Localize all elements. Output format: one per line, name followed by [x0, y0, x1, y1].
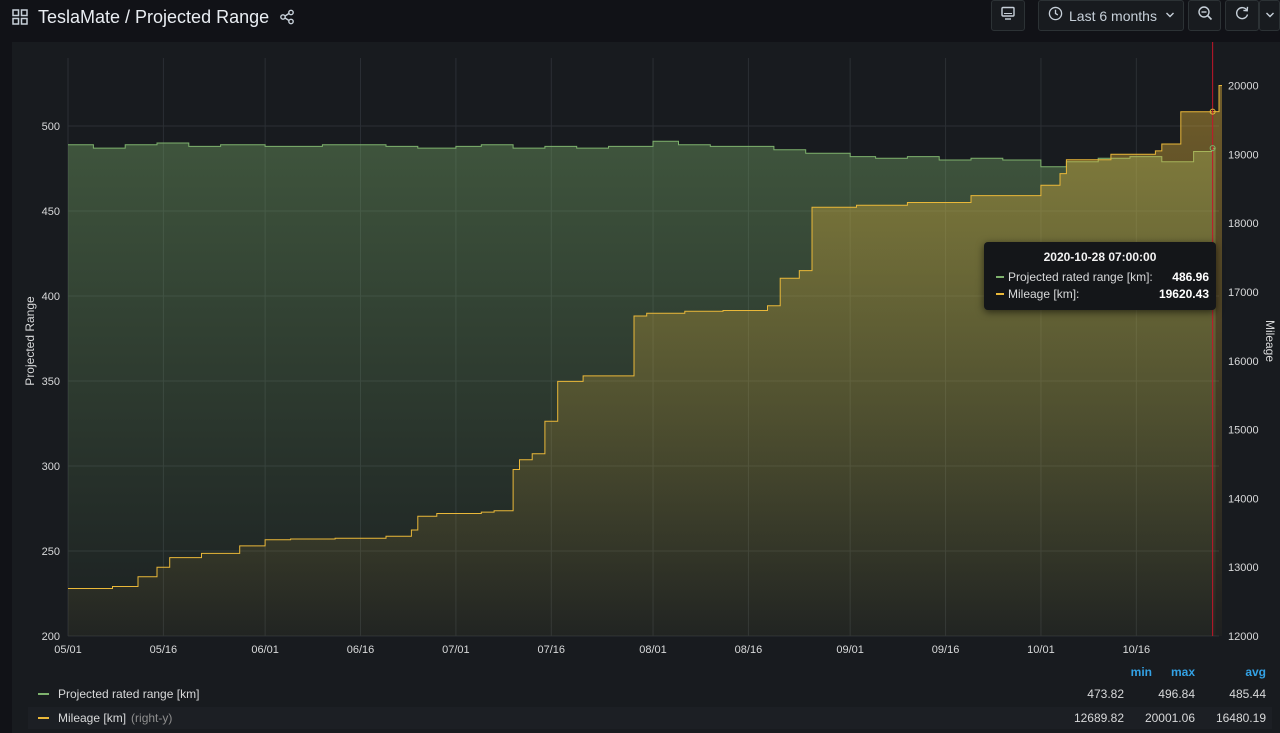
legend-min-value: 12689.82 [1073, 711, 1124, 725]
y-tick-label-right: 19000 [1228, 149, 1259, 161]
tooltip-series-name: Projected rated range [km]: [1008, 270, 1153, 284]
y-tick-label-left: 300 [42, 461, 60, 473]
legend-avg-value: 16480.19 [1215, 711, 1266, 725]
legend-row-range[interactable]: Projected rated range [km] 473.82 496.84… [28, 683, 1272, 705]
y-tick-label-right: 12000 [1228, 631, 1259, 643]
tv-mode-button[interactable] [991, 0, 1025, 31]
dashboard-navbar: TeslaMate / Projected Range [0, 0, 1280, 40]
x-tick-label: 08/01 [639, 644, 667, 656]
series-line [68, 85, 1222, 589]
y-tick-label-right: 15000 [1228, 425, 1259, 437]
dashboard-title[interactable]: TeslaMate / Projected Range [38, 6, 270, 27]
legend-max-value: 496.84 [1158, 687, 1195, 701]
grid-icon[interactable] [12, 9, 28, 25]
x-tick-label: 10/01 [1027, 644, 1055, 656]
tooltip-time: 2020-10-28 07:00:00 [1043, 250, 1157, 264]
legend-header-avg[interactable]: avg [1245, 665, 1266, 679]
y-tick-label-right: 20000 [1228, 81, 1259, 93]
refresh-button[interactable] [1225, 0, 1259, 31]
legend-row-mileage[interactable]: Mileage [km] (right-y) 12689.82 20001.06… [28, 707, 1272, 729]
title-area: TeslaMate / Projected Range [12, 4, 295, 30]
legend-avg-value: 485.44 [1229, 687, 1266, 701]
y-tick-label-left: 200 [42, 631, 60, 643]
y-axis-label-right: Mileage [1263, 320, 1277, 362]
series-swatch [996, 293, 1004, 295]
y-tick-label-right: 13000 [1228, 562, 1259, 574]
x-tick-label: 06/01 [251, 644, 279, 656]
y-tick-label-right: 16000 [1228, 356, 1259, 368]
time-range-label: Last 6 months [1069, 7, 1157, 24]
series-area [68, 85, 1222, 636]
x-tick-label: 08/16 [735, 644, 763, 656]
legend-series-name[interactable]: Mileage [km] [58, 711, 127, 725]
legend-header-min[interactable]: min [1130, 665, 1152, 679]
y-tick-label-right: 18000 [1228, 218, 1259, 230]
x-tick-label: 10/16 [1123, 644, 1151, 656]
legend-swatch[interactable] [38, 717, 49, 719]
x-tick-label: 05/16 [150, 644, 178, 656]
y-tick-label-right: 17000 [1228, 287, 1259, 299]
hover-point [1209, 145, 1216, 152]
chart-axes: 200 250 300 350 400 450 500 12000 13000 14000 1500… [42, 81, 1259, 656]
legend-min-value: 473.82 [1087, 687, 1124, 701]
y-tick-label-left: 350 [42, 376, 60, 388]
tooltip-series-name: Mileage [km]: [1008, 287, 1080, 301]
y-tick-label-left: 400 [42, 291, 60, 303]
chevron-down-icon [1165, 7, 1175, 25]
legend-series-axis: (right-y) [131, 711, 173, 725]
refresh-icon [1234, 5, 1250, 26]
hover-point [1209, 108, 1216, 115]
y-tick-label-left: 250 [42, 546, 60, 558]
tooltip-series-value: 486.96 [1172, 270, 1209, 284]
tooltip-series-value: 19620.43 [1158, 287, 1209, 301]
x-tick-label: 09/16 [932, 644, 960, 656]
tooltip-row: Projected rated range [km]: 486.96 [996, 269, 1209, 285]
legend-header-max[interactable]: max [1170, 665, 1195, 679]
y-tick-label-left: 500 [42, 121, 60, 133]
graph-tooltip: 2020-10-28 07:00:00 Projected rated rang… [984, 242, 1216, 310]
y-tick-label-left: 450 [42, 206, 60, 218]
x-tick-label: 05/01 [54, 644, 82, 656]
x-tick-label: 07/01 [442, 644, 470, 656]
zoom-out-button[interactable] [1188, 0, 1221, 31]
clock-icon [1048, 6, 1063, 26]
x-tick-label: 06/16 [347, 644, 375, 656]
chart-series [68, 42, 1222, 637]
monitor-icon [1000, 5, 1016, 26]
x-tick-label: 09/01 [836, 644, 864, 656]
legend-max-value: 20001.06 [1144, 711, 1195, 725]
zoom-out-icon [1197, 5, 1213, 26]
tooltip-row: Mileage [km]: 19620.43 [996, 286, 1209, 302]
legend-swatch[interactable] [38, 693, 49, 695]
chevron-down-icon [1265, 7, 1275, 25]
series-swatch [996, 276, 1004, 278]
y-axis-label-left: Projected Range [23, 296, 37, 386]
time-range-picker[interactable]: Last 6 months [1038, 0, 1184, 31]
share-icon[interactable] [279, 9, 295, 25]
y-tick-label-right: 14000 [1228, 493, 1259, 505]
x-tick-label: 07/16 [538, 644, 566, 656]
legend-series-name[interactable]: Projected rated range [km] [58, 687, 200, 701]
